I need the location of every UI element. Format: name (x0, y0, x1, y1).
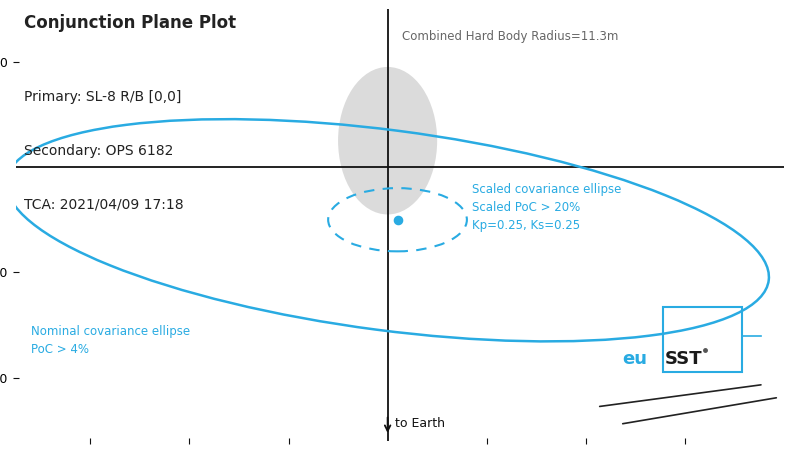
Ellipse shape (338, 67, 437, 215)
Text: Secondary: OPS 6182: Secondary: OPS 6182 (24, 144, 174, 158)
Text: Nominal covariance ellipse
PoC > 4%: Nominal covariance ellipse PoC > 4% (31, 325, 190, 356)
Point (391, 216, 404, 223)
Text: SST: SST (665, 350, 702, 368)
Text: Scaled covariance ellipse
Scaled PoC > 20%
Kp=0.25, Ks=0.25: Scaled covariance ellipse Scaled PoC > 2… (472, 183, 622, 232)
Text: TCA: 2021/04/09 17:18: TCA: 2021/04/09 17:18 (24, 198, 184, 212)
Text: Conjunction Plane Plot: Conjunction Plane Plot (24, 14, 236, 32)
Text: eu: eu (622, 350, 648, 368)
Text: to Earth: to Earth (395, 418, 445, 431)
Text: Primary: SL-8 R/B [0,0]: Primary: SL-8 R/B [0,0] (24, 90, 182, 104)
Text: Combined Hard Body Radius=11.3m: Combined Hard Body Radius=11.3m (402, 30, 619, 43)
